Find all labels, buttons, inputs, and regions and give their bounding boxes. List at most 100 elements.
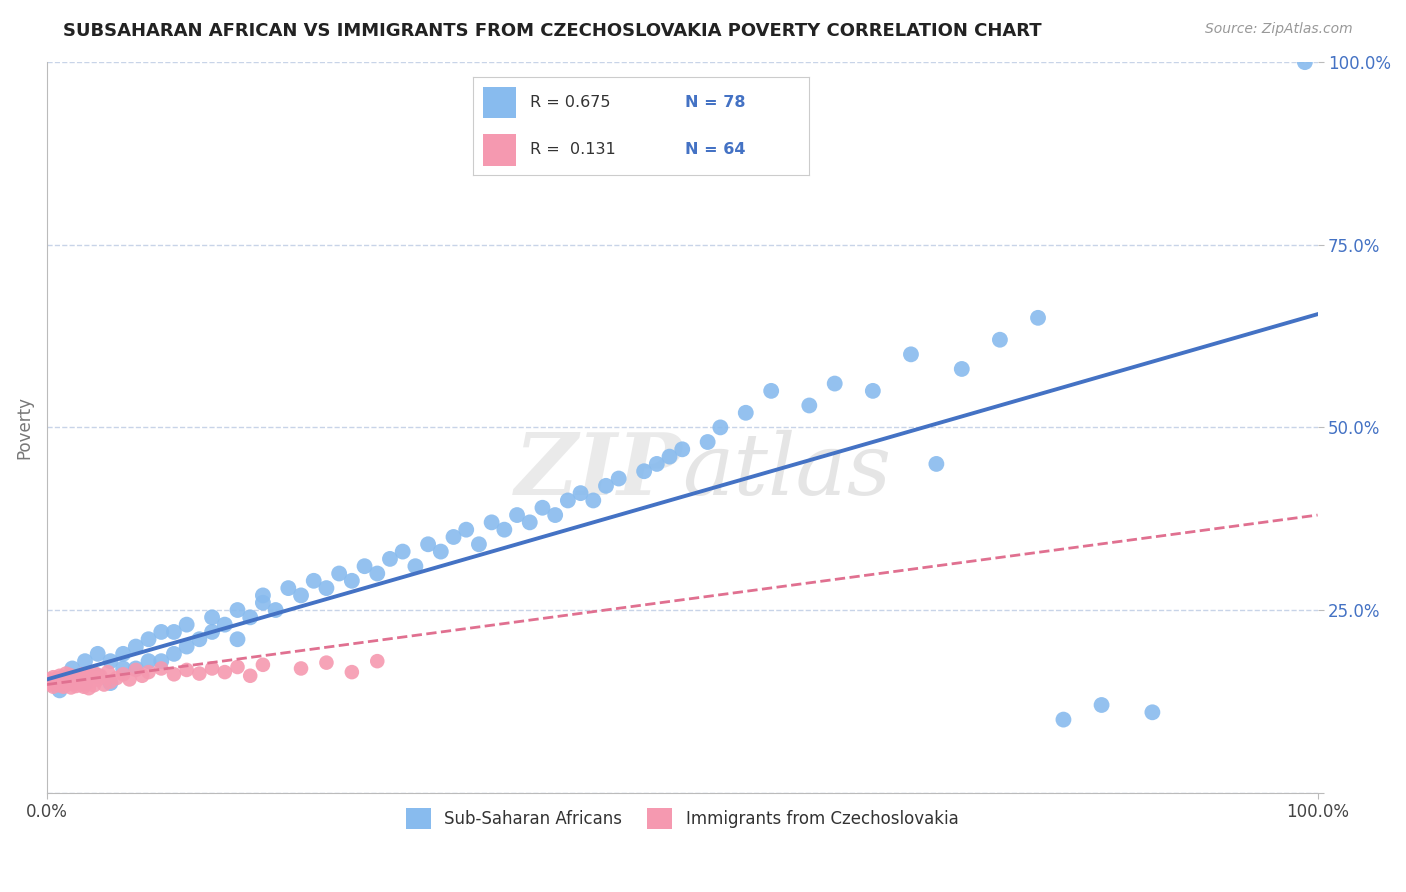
Point [58,673,80,687]
Point [89,669,111,683]
Point [264,603,287,617]
Point [645,457,668,471]
Point [1294,55,1316,70]
Point [93,677,115,691]
Point [443,530,465,544]
Point [239,610,262,624]
Point [60,681,83,695]
Point [73,654,96,668]
Point [60,671,83,685]
Point [100,654,122,668]
Point [302,574,325,588]
Point [131,669,153,683]
Point [862,384,884,398]
Point [86,673,108,687]
Point [353,559,375,574]
Point [55,666,77,681]
Point [188,632,211,647]
Point [49,673,72,688]
Point [340,665,363,679]
Point [67,674,90,689]
Point [39,677,62,691]
Point [73,673,96,687]
Point [138,632,160,647]
Point [65,679,87,693]
Point [456,523,478,537]
Point [163,647,186,661]
Point [340,574,363,588]
Point [799,399,821,413]
Point [290,589,312,603]
Point [48,669,70,683]
Point [1052,713,1074,727]
Point [226,660,249,674]
Point [76,670,98,684]
Point [759,384,782,398]
Point [60,676,83,690]
Point [75,676,97,690]
Point [100,676,122,690]
Point [125,640,148,654]
Point [60,661,83,675]
Point [201,661,224,675]
Point [366,654,388,668]
Point [391,544,413,558]
Point [1090,698,1112,712]
Point [734,406,756,420]
Point [176,663,198,677]
Point [239,669,262,683]
Point [56,677,79,691]
Point [481,516,503,530]
Point [70,677,93,691]
Point [252,657,274,672]
Point [658,450,681,464]
Point [176,617,198,632]
Point [252,589,274,603]
Point [988,333,1011,347]
Point [824,376,846,391]
Point [494,523,516,537]
Point [378,552,401,566]
Point [125,663,148,677]
Text: ZIP: ZIP [515,429,682,513]
Point [138,665,160,679]
Text: SUBSAHARAN AFRICAN VS IMMIGRANTS FROM CZECHOSLOVAKIA POVERTY CORRELATION CHART: SUBSAHARAN AFRICAN VS IMMIGRANTS FROM CZ… [63,22,1042,40]
Point [607,471,630,485]
Point [138,654,160,668]
Point [468,537,491,551]
Point [633,464,655,478]
Point [900,347,922,361]
Point [52,680,75,694]
Point [41,674,63,689]
Point [163,624,186,639]
Point [84,666,107,681]
Legend: Sub-Saharan Africans, Immigrants from Czechoslovakia: Sub-Saharan Africans, Immigrants from Cz… [399,802,965,836]
Point [35,676,58,690]
Point [82,671,104,685]
Point [328,566,350,581]
Point [416,537,439,551]
Text: Source: ZipAtlas.com: Source: ZipAtlas.com [1205,22,1353,37]
Point [290,661,312,675]
Point [506,508,529,522]
Point [112,661,135,675]
Point [38,673,60,687]
Point [671,442,693,457]
Point [214,617,236,632]
Point [48,678,70,692]
Point [925,457,948,471]
Point [86,647,108,661]
Point [188,666,211,681]
Point [73,676,96,690]
Point [176,640,198,654]
Point [69,672,91,686]
Point [125,661,148,675]
Point [366,566,388,581]
Text: atlas: atlas [682,430,891,513]
Point [557,493,579,508]
Point [1142,706,1164,720]
Point [531,500,554,515]
Point [73,680,96,694]
Point [277,581,299,595]
Point [150,624,173,639]
